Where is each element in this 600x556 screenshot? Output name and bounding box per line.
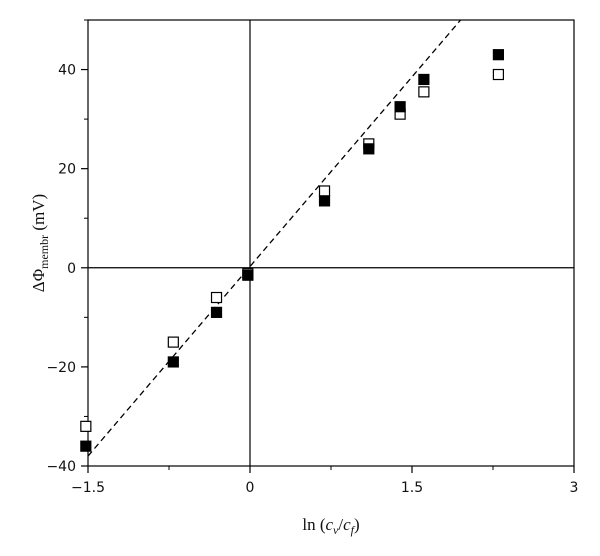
- open-square-point: [318, 185, 331, 197]
- filled-square-point: [210, 306, 223, 318]
- x-tick-label: −1.5: [71, 480, 105, 496]
- filled-square-point: [492, 49, 504, 61]
- filled-square-point: [418, 73, 430, 86]
- y-tick-label: 20: [58, 162, 76, 178]
- y-tick-label: 0: [67, 261, 76, 277]
- open-square-point: [492, 68, 504, 81]
- reference-lines: [88, 20, 574, 466]
- x-tick-label: 3: [570, 480, 579, 496]
- open-square-point: [167, 336, 179, 348]
- filled-square-point: [80, 440, 92, 452]
- open-square-point: [80, 420, 92, 432]
- x-axis-title: ln (cv/cf): [302, 515, 359, 537]
- y-tick-label: −40: [46, 459, 76, 475]
- filled-square-point: [394, 101, 406, 113]
- y-tick-label: 40: [58, 63, 76, 79]
- filled-square-point: [318, 195, 331, 207]
- open-square-point: [418, 86, 430, 98]
- filled-square-point: [363, 143, 375, 155]
- data-points: [80, 49, 504, 452]
- axis-ticks: −1.5 0 1.5 3 −40 −20 0 20 40: [46, 19, 579, 496]
- fit-line-group: [87, 19, 462, 457]
- x-tick-label: 1.5: [401, 480, 423, 496]
- filled-square-point: [167, 356, 179, 368]
- filled-square-point: [242, 269, 254, 281]
- y-axis-title: ΔΦmembr (mV): [29, 194, 51, 292]
- y-tick-label: −20: [46, 360, 76, 376]
- open-square-point: [210, 291, 223, 304]
- plot-frame: [87, 19, 575, 467]
- x-tick-label: 0: [246, 480, 255, 496]
- fit-line: [87, 19, 462, 457]
